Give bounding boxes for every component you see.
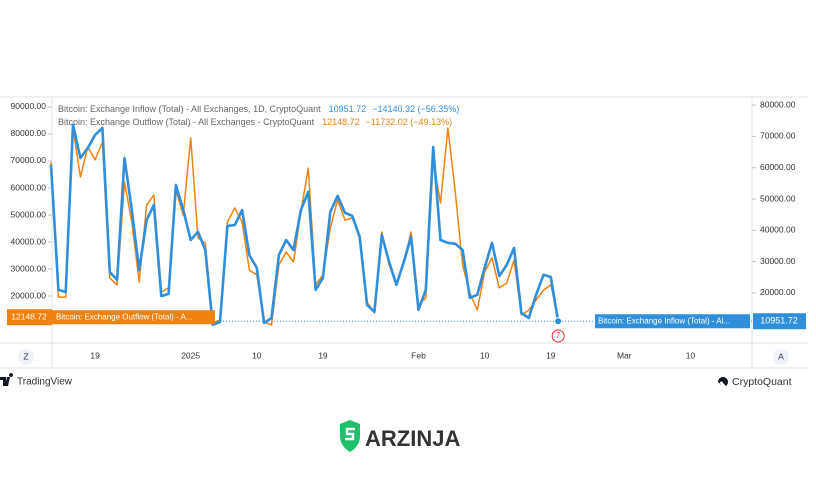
x-tick-label: 19 xyxy=(90,350,100,360)
x-tick-label: Feb xyxy=(411,350,426,360)
cryptoquant-logo: CryptoQuant xyxy=(718,376,792,388)
legend-name: Bitcoin: Exchange Inflow (Total) - All E… xyxy=(58,104,321,114)
price-box xyxy=(753,313,806,330)
price-label: 12148.72 xyxy=(11,311,47,321)
event-marker xyxy=(551,329,565,343)
legend-value: 12148.72 xyxy=(322,117,360,127)
price-box xyxy=(7,309,52,326)
y2-tick-label: 80000.00 xyxy=(760,99,796,109)
legend-value: 10951.72 xyxy=(329,104,367,114)
y-tick-label: 30000.00 xyxy=(11,263,47,273)
series-line xyxy=(49,123,560,327)
axis-button-label[interactable]: A xyxy=(778,351,784,361)
series-tag: Bitcoin: Exchange Inflow (Total) - Al... xyxy=(598,316,730,325)
series-tag-bg xyxy=(52,310,215,325)
last-point xyxy=(554,317,563,326)
x-tick-label: 19 xyxy=(546,350,556,360)
y2-tick-label: 30000.00 xyxy=(760,256,796,266)
x-tick-label: 19 xyxy=(318,350,328,360)
x-tick-label: Mar xyxy=(617,350,632,360)
x-tick-label: 10 xyxy=(252,350,262,360)
series-tag-bg xyxy=(595,314,750,329)
y-tick-label: 60000.00 xyxy=(11,182,47,192)
legend-name: Bitcoin: Exchange Outflow (Total) - All … xyxy=(58,117,315,127)
y2-tick-label: 50000.00 xyxy=(760,193,796,203)
series-tag: Bitcoin: Exchange Outflow (Total) - A... xyxy=(56,312,193,321)
axis-button-label[interactable]: Z xyxy=(23,351,28,361)
event-marker-label: 7 xyxy=(556,331,561,340)
legend-entry: Bitcoin: Exchange Outflow (Total) - All … xyxy=(58,117,452,127)
footer-left: TradingView xyxy=(17,377,73,388)
watermark: ARZINJA xyxy=(365,426,460,451)
y2-tick-label: 40000.00 xyxy=(760,225,796,235)
y-tick-label: 80000.00 xyxy=(11,128,47,138)
y-tick-label: 50000.00 xyxy=(11,209,47,219)
legend-change: −11732.02 (−49.13%) xyxy=(366,117,452,127)
series-line xyxy=(50,127,559,326)
y-tick-label: 90000.00 xyxy=(11,101,47,111)
footer-right: CryptoQuant xyxy=(732,376,792,388)
x-tick-label: 10 xyxy=(686,350,696,360)
y-tick-label: 40000.00 xyxy=(11,236,47,246)
legend-change: −14140.32 (−56.35%) xyxy=(372,104,459,114)
y2-tick-label: 20000.00 xyxy=(760,287,796,297)
arzinja-logo: ARZINJA xyxy=(340,420,460,452)
price-label: 10951.72 xyxy=(760,316,798,326)
tradingview-logo: TradingView xyxy=(0,373,73,388)
y2-tick-label: 70000.00 xyxy=(760,131,796,141)
y-tick-label: 20000.00 xyxy=(11,290,47,300)
y-tick-label: 70000.00 xyxy=(11,155,47,165)
x-tick-label: 10 xyxy=(480,350,490,360)
axis-button[interactable] xyxy=(18,349,34,365)
x-tick-label: 2025 xyxy=(181,350,200,360)
axis-button[interactable] xyxy=(773,349,789,365)
y2-tick-label: 60000.00 xyxy=(760,162,796,172)
legend-entry: Bitcoin: Exchange Inflow (Total) - All E… xyxy=(58,104,459,114)
